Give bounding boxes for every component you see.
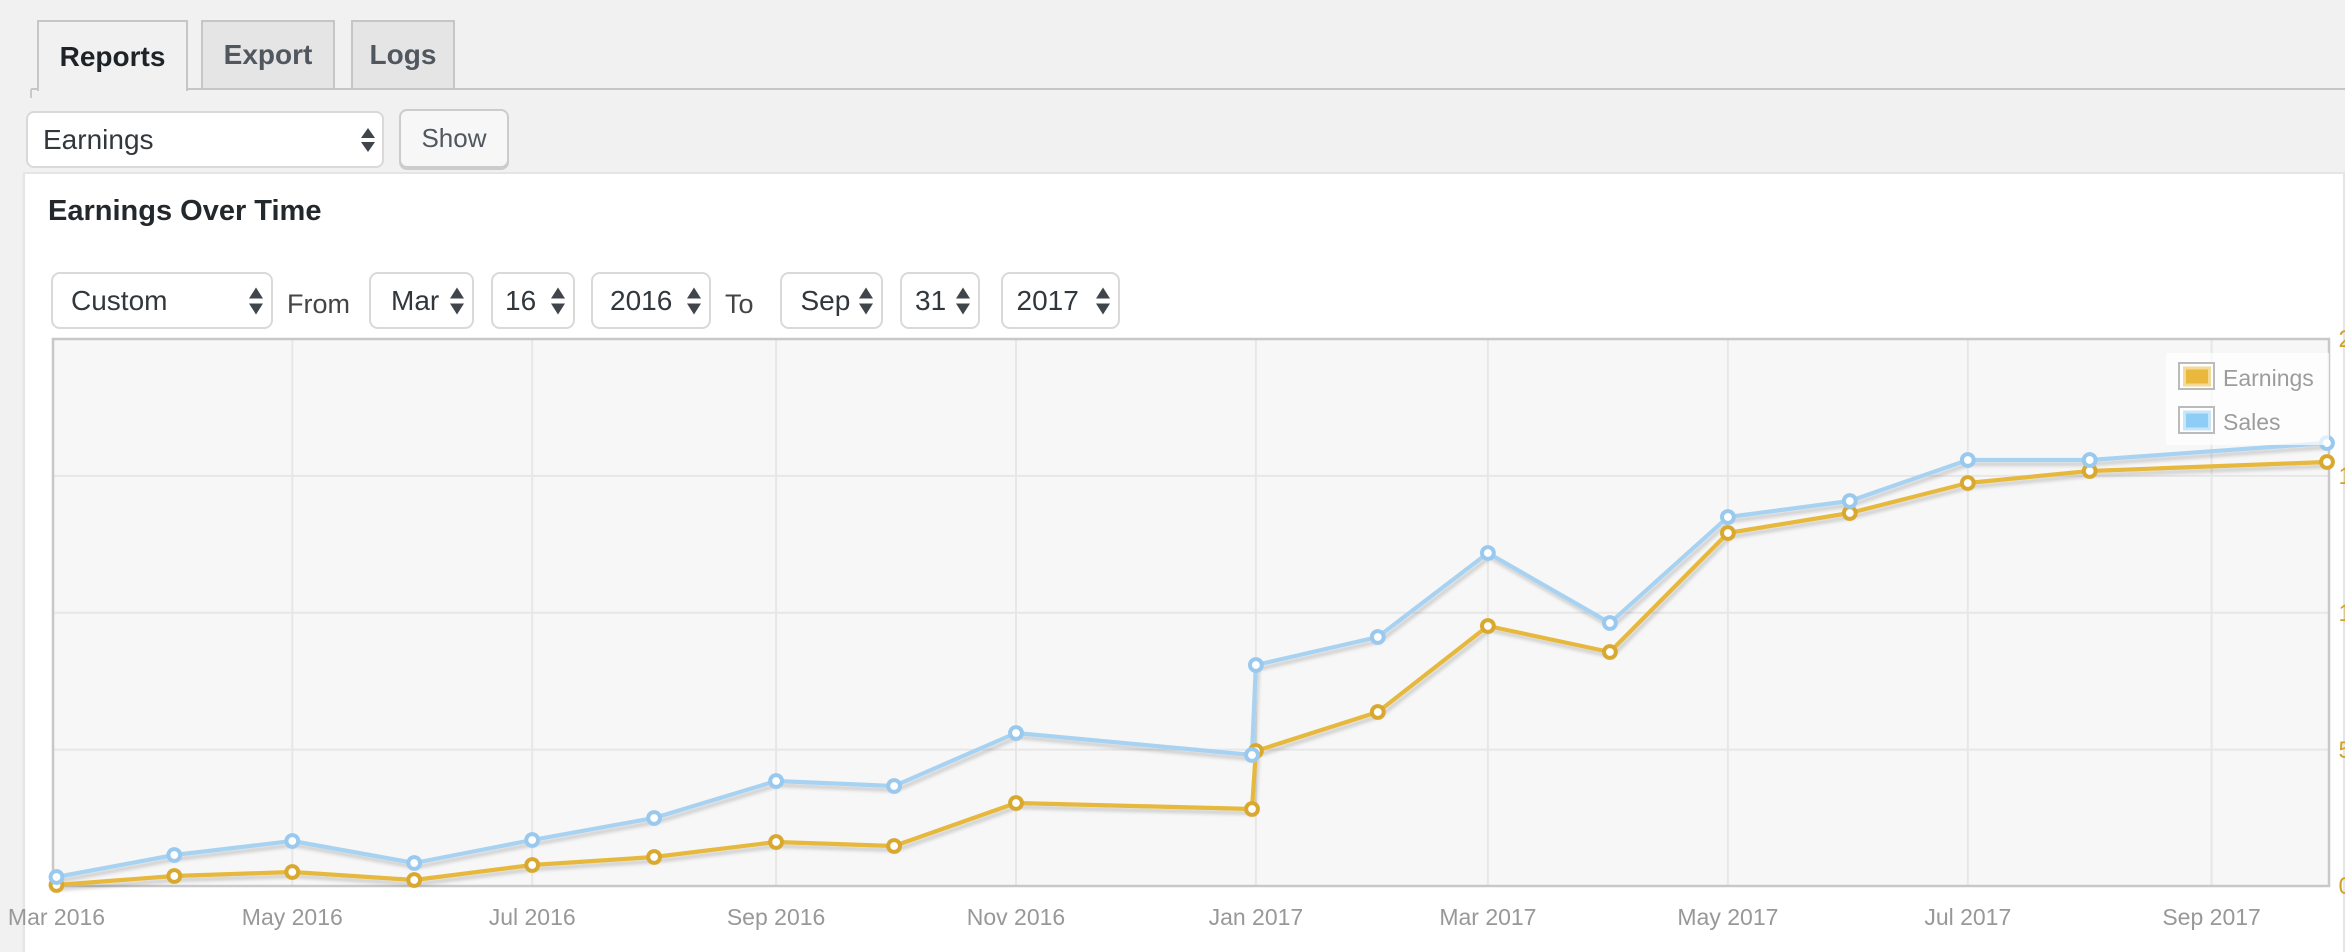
svg-text:2,000: 2,000 bbox=[2339, 326, 2345, 353]
svg-text:1,500: 1,500 bbox=[2339, 463, 2345, 490]
svg-text:May 2016: May 2016 bbox=[242, 904, 343, 930]
svg-text:Earnings: Earnings bbox=[2223, 365, 2314, 391]
svg-text:Sep 2016: Sep 2016 bbox=[727, 904, 825, 930]
svg-text:May 2017: May 2017 bbox=[1677, 904, 1778, 930]
svg-text:Nov 2016: Nov 2016 bbox=[967, 904, 1065, 930]
svg-text:0: 0 bbox=[2339, 873, 2345, 900]
svg-text:Sales: Sales bbox=[2223, 409, 2281, 435]
svg-text:Jan 2017: Jan 2017 bbox=[1209, 904, 1304, 930]
svg-text:Jul 2016: Jul 2016 bbox=[489, 904, 576, 930]
svg-text:Jul 2017: Jul 2017 bbox=[1924, 904, 2011, 930]
svg-text:Mar 2017: Mar 2017 bbox=[1439, 904, 1536, 930]
svg-text:Mar 2016: Mar 2016 bbox=[8, 904, 105, 930]
svg-text:500: 500 bbox=[2339, 737, 2345, 764]
svg-text:Sep 2017: Sep 2017 bbox=[2162, 904, 2260, 930]
svg-text:1,000: 1,000 bbox=[2339, 600, 2345, 627]
